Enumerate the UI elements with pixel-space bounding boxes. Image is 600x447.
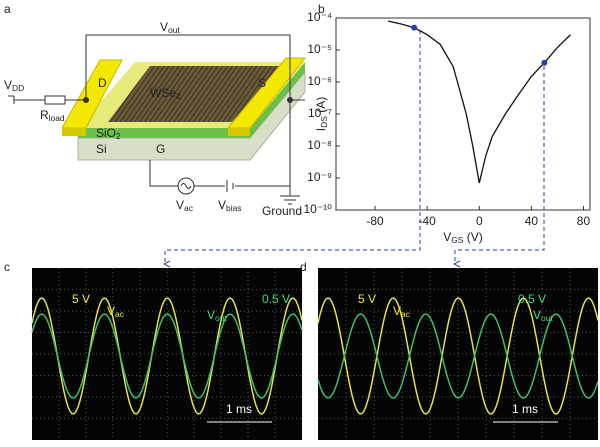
label-sub: DS	[319, 116, 329, 128]
y-tick-label: 10⁻⁸	[307, 138, 332, 152]
time-label: 1 ms	[226, 402, 252, 416]
label-main: I	[314, 128, 328, 131]
plot-frame	[335, 17, 591, 211]
device	[61, 57, 307, 161]
label-sub: GS	[451, 235, 464, 245]
rload-label: Rload	[40, 108, 65, 123]
scale-label: 0.5 V	[518, 292, 546, 306]
time-label: 1 ms	[512, 402, 538, 416]
scale-label: 0.5 V	[262, 292, 290, 306]
scope-trace	[317, 297, 599, 415]
scope-trace	[31, 313, 303, 399]
substrate-label: Si	[96, 142, 107, 156]
panel-label: d	[300, 260, 307, 274]
label-sub: ac	[184, 203, 193, 213]
circuit	[8, 34, 305, 205]
label-sub: 2	[176, 91, 181, 101]
label-main: V	[176, 198, 184, 212]
label-main: WSe	[150, 86, 176, 100]
y-tick-label: 10⁻⁴	[307, 10, 332, 24]
scale-label: 5 V	[358, 292, 376, 306]
panel-label: c	[4, 260, 10, 274]
label-unit: (A)	[314, 97, 328, 116]
trace-label: Vout	[533, 308, 553, 323]
y-tick-label: 10⁻⁵	[307, 42, 332, 56]
trace-label: Vac	[393, 304, 410, 319]
x-tick-label: -40	[419, 214, 437, 228]
label-unit: (V)	[463, 230, 482, 244]
label-main: V	[443, 230, 451, 244]
connectors	[165, 30, 545, 264]
label-main: V	[218, 198, 226, 212]
oxide-label: SiO2	[96, 126, 120, 141]
data-line	[387, 20, 571, 184]
label-sub: 2	[116, 132, 120, 141]
label-sub: ac	[401, 309, 410, 319]
vout-label: Vout	[160, 20, 180, 35]
label-sub: ac	[115, 309, 124, 319]
label-sub: load	[49, 113, 65, 123]
data-point	[411, 24, 418, 31]
panel-label: b	[318, 2, 325, 16]
source-label: S	[258, 76, 266, 90]
label-main: SiO	[96, 126, 116, 140]
gate-label: G	[156, 142, 165, 156]
label-sub: out	[541, 313, 553, 323]
label-sub: out	[168, 25, 180, 35]
scope-trace	[31, 297, 303, 415]
label-sub: DD	[12, 83, 24, 93]
label-main: V	[533, 308, 541, 322]
scope-trace	[317, 313, 599, 399]
scale-label: 5 V	[72, 292, 90, 306]
x-axis-label: VGS (V)	[443, 230, 483, 245]
data-point	[541, 59, 548, 66]
x-tick-label: 80	[577, 214, 591, 228]
trace-label: Vout	[207, 308, 227, 323]
x-tick-label: 40	[525, 214, 539, 228]
y-tick-label: 10⁻¹⁰	[304, 202, 333, 216]
y-tick-label: 10⁻⁶	[307, 74, 332, 88]
vbias-label: Vbias	[218, 198, 242, 213]
label-main: V	[160, 20, 168, 34]
label-main: V	[393, 304, 401, 318]
trace-label: Vac	[107, 304, 124, 319]
panel-label: a	[4, 2, 11, 16]
label-sub: bias	[226, 203, 241, 213]
y-axis-label: IDS (A)	[314, 97, 329, 131]
label-main: R	[40, 108, 49, 122]
y-tick-label: 10⁻⁹	[307, 170, 332, 184]
ground-label: Ground	[262, 204, 302, 218]
x-tick-label: 0	[476, 214, 483, 228]
vdd-label: VDD	[4, 78, 24, 93]
label-main: V	[4, 78, 12, 92]
label-sub: out	[215, 313, 227, 323]
x-tick-label: -80	[366, 214, 384, 228]
vac-label: Vac	[176, 198, 193, 213]
drain-label: D	[98, 76, 107, 90]
label-main: V	[107, 304, 115, 318]
y-tick-label: 10⁻⁷	[308, 106, 332, 120]
label-main: V	[207, 308, 215, 322]
channel-label: WSe2	[150, 86, 181, 101]
